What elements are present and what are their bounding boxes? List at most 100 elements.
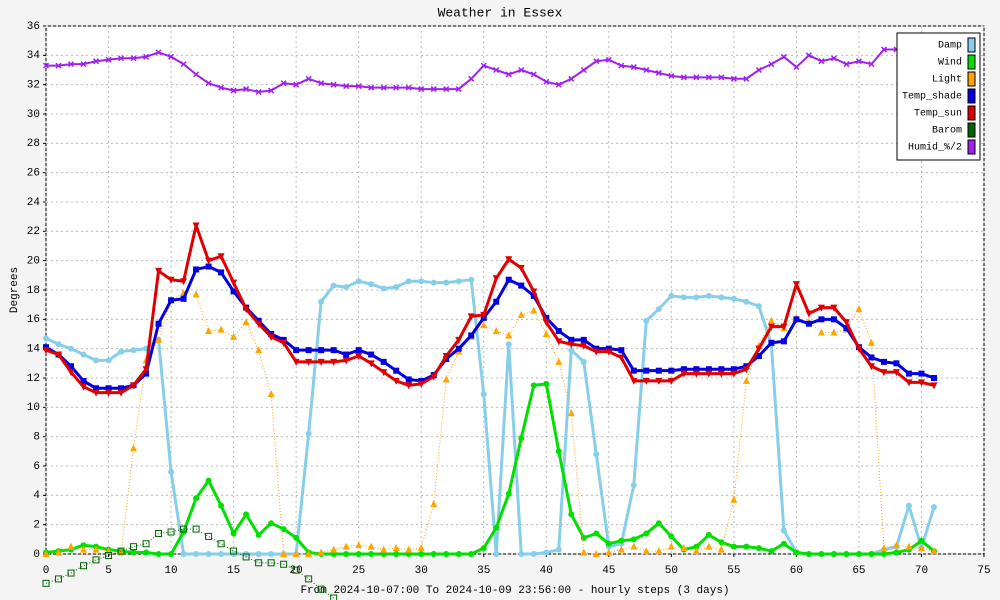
x-tick-label: 15: [227, 565, 240, 577]
point: [830, 316, 837, 323]
point: [105, 389, 113, 397]
point: [430, 279, 437, 286]
point: [93, 385, 100, 392]
point: [755, 66, 762, 74]
point: [305, 575, 313, 583]
point: [380, 358, 387, 365]
point: [55, 575, 63, 583]
point: [367, 542, 375, 550]
point: [643, 530, 650, 537]
point: [680, 370, 688, 378]
point: [567, 409, 575, 417]
legend-swatch: [967, 88, 976, 104]
point: [380, 84, 387, 91]
point: [80, 61, 87, 68]
point: [93, 357, 100, 364]
point: [55, 341, 62, 348]
point: [530, 288, 538, 296]
point: [818, 316, 825, 323]
point: [742, 376, 750, 384]
point: [117, 389, 125, 397]
point: [418, 86, 425, 93]
point: [730, 495, 738, 503]
x-tick-label: 25: [352, 565, 365, 577]
x-tick-label: 65: [852, 565, 865, 577]
point: [768, 548, 775, 555]
point: [667, 542, 675, 550]
point: [468, 551, 475, 557]
point: [468, 75, 475, 82]
point: [217, 253, 225, 261]
point: [418, 551, 425, 557]
point: [655, 69, 662, 76]
point: [505, 331, 513, 339]
point: [192, 525, 200, 533]
point: [755, 353, 762, 359]
point: [255, 559, 263, 567]
point: [605, 348, 613, 356]
point: [118, 348, 125, 355]
point: [455, 86, 462, 93]
point: [230, 530, 237, 537]
point: [255, 551, 262, 557]
point: [230, 87, 237, 94]
point: [305, 347, 312, 354]
point: [867, 363, 875, 371]
point: [592, 348, 600, 356]
point: [368, 551, 375, 557]
point: [217, 325, 225, 333]
point: [705, 366, 712, 373]
point: [155, 529, 163, 537]
point: [242, 306, 250, 314]
point: [905, 502, 912, 509]
point: [92, 545, 100, 553]
point: [130, 55, 137, 62]
point: [155, 551, 162, 557]
point: [480, 321, 488, 329]
point: [867, 338, 875, 346]
point: [593, 530, 600, 537]
point: [918, 370, 925, 377]
point: [780, 527, 787, 534]
point: [580, 534, 587, 541]
point: [555, 357, 563, 365]
point: [105, 56, 112, 63]
point: [192, 290, 200, 298]
point: [143, 370, 150, 377]
point: [542, 330, 550, 337]
x-tick-label: 70: [915, 565, 928, 577]
point: [855, 345, 863, 353]
point: [817, 304, 825, 312]
point: [180, 525, 188, 533]
point: [692, 370, 700, 378]
point: [343, 284, 350, 291]
point: [405, 84, 412, 91]
point: [930, 382, 938, 390]
point: [142, 366, 150, 374]
point: [555, 546, 562, 553]
point: [55, 548, 63, 556]
point: [330, 81, 337, 88]
point: [80, 377, 87, 384]
point: [793, 316, 800, 323]
point: [355, 347, 362, 354]
point: [705, 74, 712, 81]
point: [368, 281, 375, 288]
series-line: [45, 223, 935, 395]
point: [618, 347, 625, 354]
y-tick-label: 32: [27, 80, 40, 92]
y-tick-label: 16: [27, 314, 40, 326]
point: [642, 377, 650, 385]
point: [268, 87, 275, 94]
point: [230, 547, 238, 555]
point: [367, 360, 375, 368]
x-tick-label: 30: [415, 565, 428, 577]
point: [80, 383, 88, 391]
x-axis-label: From 2024-10-07:00 To 2024-10-09 23:56:0…: [300, 585, 729, 597]
point: [430, 373, 438, 381]
point: [730, 295, 737, 302]
point: [730, 543, 737, 550]
point: [292, 358, 300, 366]
point: [505, 490, 512, 497]
